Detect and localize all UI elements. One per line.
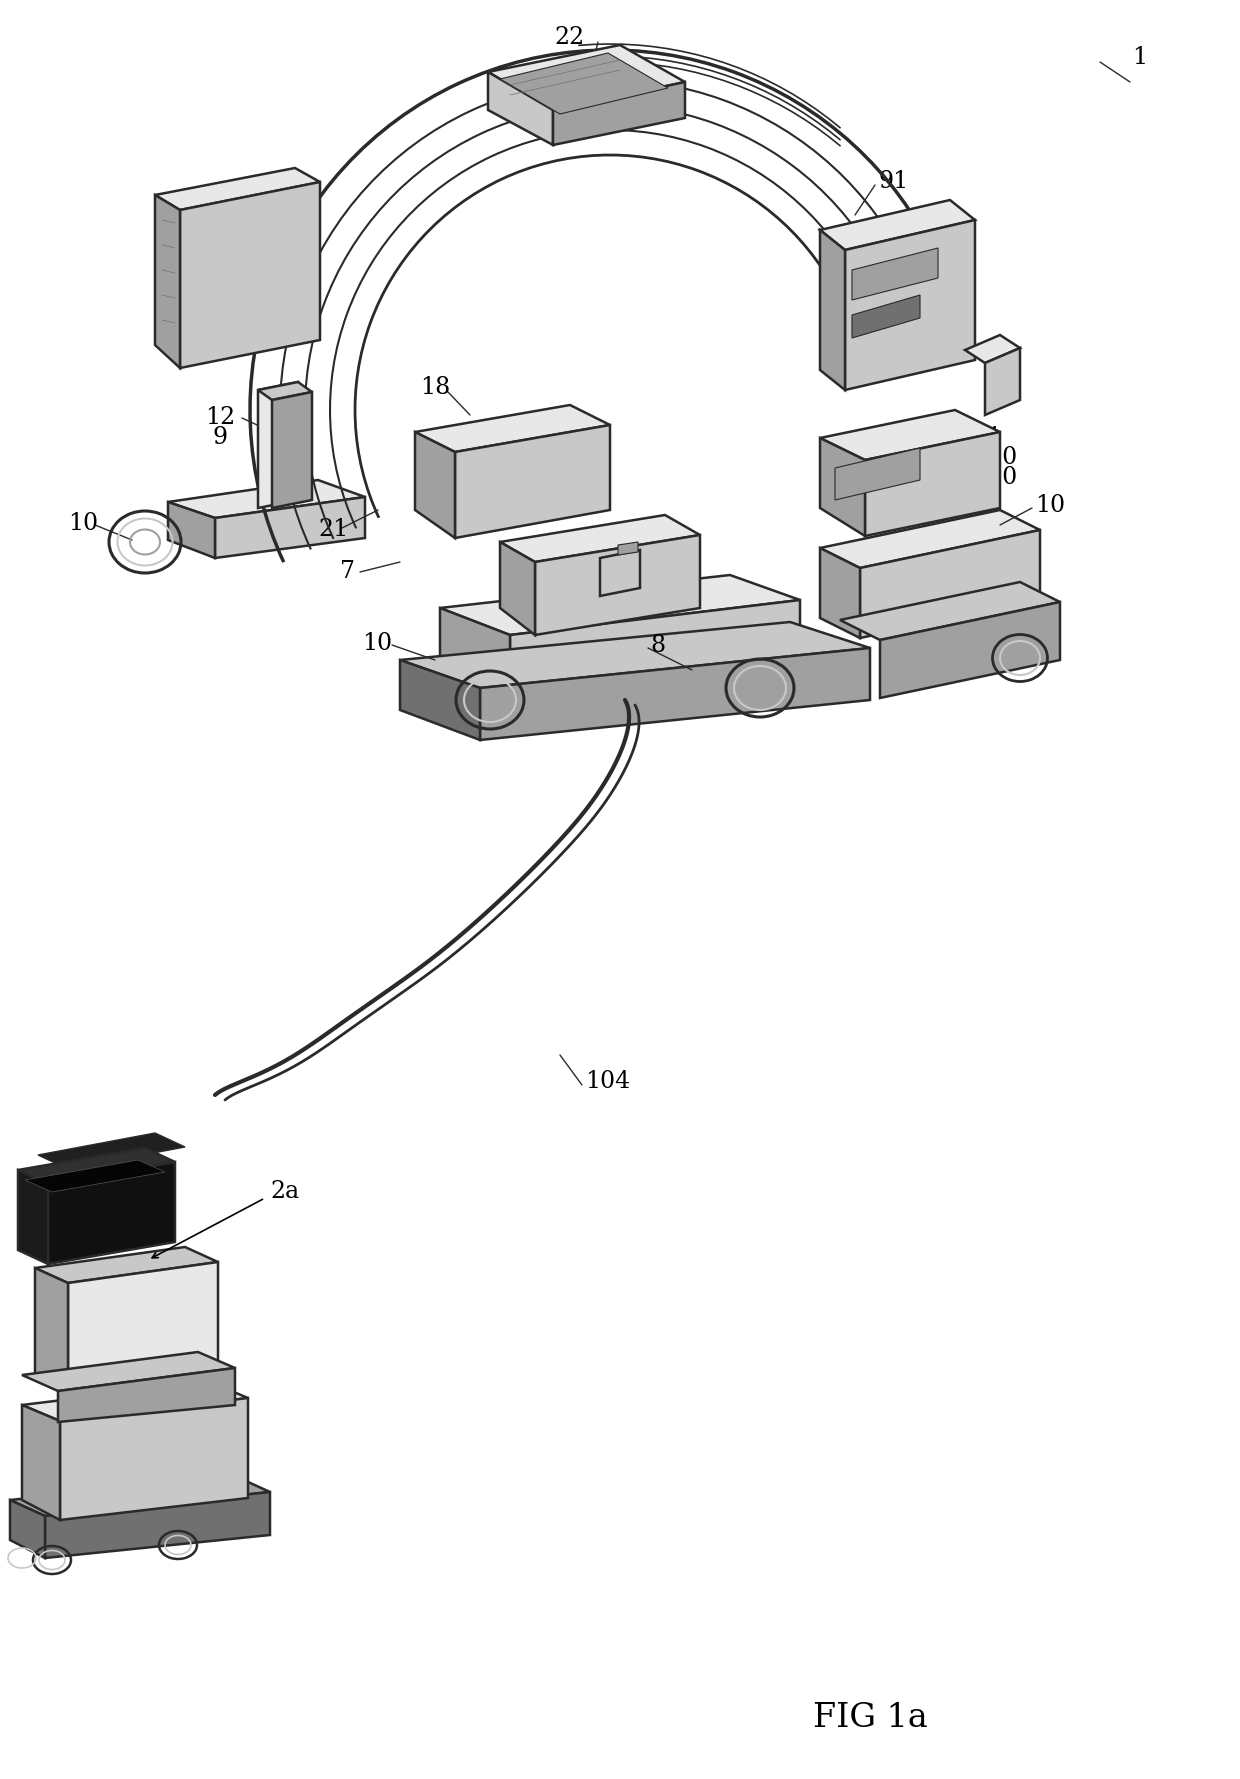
- Text: 8: 8: [650, 633, 665, 656]
- Polygon shape: [455, 425, 610, 537]
- Text: 2a: 2a: [270, 1181, 299, 1204]
- Polygon shape: [820, 511, 1040, 568]
- Polygon shape: [167, 502, 215, 559]
- Polygon shape: [985, 349, 1021, 415]
- Text: 18: 18: [420, 377, 450, 400]
- Polygon shape: [510, 600, 800, 696]
- Text: 10: 10: [68, 512, 98, 534]
- Text: 9: 9: [212, 427, 227, 450]
- Polygon shape: [534, 535, 701, 635]
- Polygon shape: [25, 1160, 165, 1192]
- Polygon shape: [618, 543, 639, 555]
- Text: 10: 10: [362, 632, 392, 655]
- Polygon shape: [553, 82, 684, 146]
- Text: 23: 23: [942, 286, 972, 310]
- Polygon shape: [415, 432, 455, 537]
- Polygon shape: [820, 229, 844, 390]
- Polygon shape: [19, 1171, 48, 1265]
- Polygon shape: [489, 44, 684, 110]
- Polygon shape: [22, 1382, 248, 1421]
- Polygon shape: [820, 409, 999, 461]
- Polygon shape: [500, 53, 668, 114]
- Polygon shape: [215, 496, 365, 559]
- Polygon shape: [401, 660, 480, 740]
- Polygon shape: [10, 1500, 45, 1558]
- Polygon shape: [820, 199, 975, 251]
- Text: 104: 104: [585, 1071, 630, 1094]
- Text: 91: 91: [878, 171, 908, 194]
- Text: 22: 22: [554, 27, 585, 50]
- Polygon shape: [35, 1247, 218, 1283]
- Polygon shape: [600, 550, 640, 596]
- Polygon shape: [180, 181, 320, 368]
- Polygon shape: [22, 1405, 60, 1519]
- Polygon shape: [500, 514, 701, 562]
- Text: 120: 120: [972, 466, 1017, 489]
- Text: 12: 12: [205, 406, 236, 429]
- Text: 21: 21: [317, 518, 348, 541]
- Polygon shape: [38, 1133, 185, 1169]
- Polygon shape: [835, 448, 920, 500]
- Polygon shape: [820, 438, 866, 535]
- Polygon shape: [58, 1368, 236, 1421]
- Polygon shape: [10, 1477, 270, 1516]
- Polygon shape: [480, 648, 870, 740]
- Polygon shape: [258, 382, 298, 509]
- Polygon shape: [965, 334, 1021, 363]
- Polygon shape: [167, 480, 365, 518]
- Text: 1: 1: [1132, 46, 1147, 69]
- Polygon shape: [861, 530, 1040, 639]
- Polygon shape: [22, 1352, 236, 1391]
- Polygon shape: [35, 1268, 68, 1397]
- Polygon shape: [500, 543, 534, 635]
- Text: 10: 10: [1035, 493, 1065, 516]
- Text: 7: 7: [340, 560, 355, 584]
- Polygon shape: [258, 382, 312, 400]
- Polygon shape: [45, 1493, 270, 1558]
- Polygon shape: [155, 196, 180, 368]
- Polygon shape: [19, 1147, 175, 1185]
- Polygon shape: [489, 71, 553, 146]
- Polygon shape: [155, 167, 320, 210]
- Text: 24: 24: [228, 194, 258, 217]
- Polygon shape: [415, 406, 610, 452]
- Polygon shape: [48, 1162, 175, 1265]
- Polygon shape: [60, 1398, 248, 1519]
- Polygon shape: [839, 582, 1060, 640]
- Polygon shape: [852, 247, 937, 301]
- Polygon shape: [440, 608, 510, 696]
- Polygon shape: [440, 575, 800, 635]
- Text: FIG 1a: FIG 1a: [812, 1703, 928, 1735]
- Polygon shape: [68, 1261, 218, 1397]
- Text: 160: 160: [972, 445, 1017, 468]
- Polygon shape: [820, 548, 861, 639]
- Polygon shape: [401, 623, 870, 688]
- Polygon shape: [880, 601, 1060, 697]
- Polygon shape: [272, 391, 312, 509]
- Polygon shape: [866, 432, 999, 535]
- Polygon shape: [844, 221, 975, 390]
- Text: 11: 11: [972, 425, 1002, 448]
- Polygon shape: [852, 295, 920, 338]
